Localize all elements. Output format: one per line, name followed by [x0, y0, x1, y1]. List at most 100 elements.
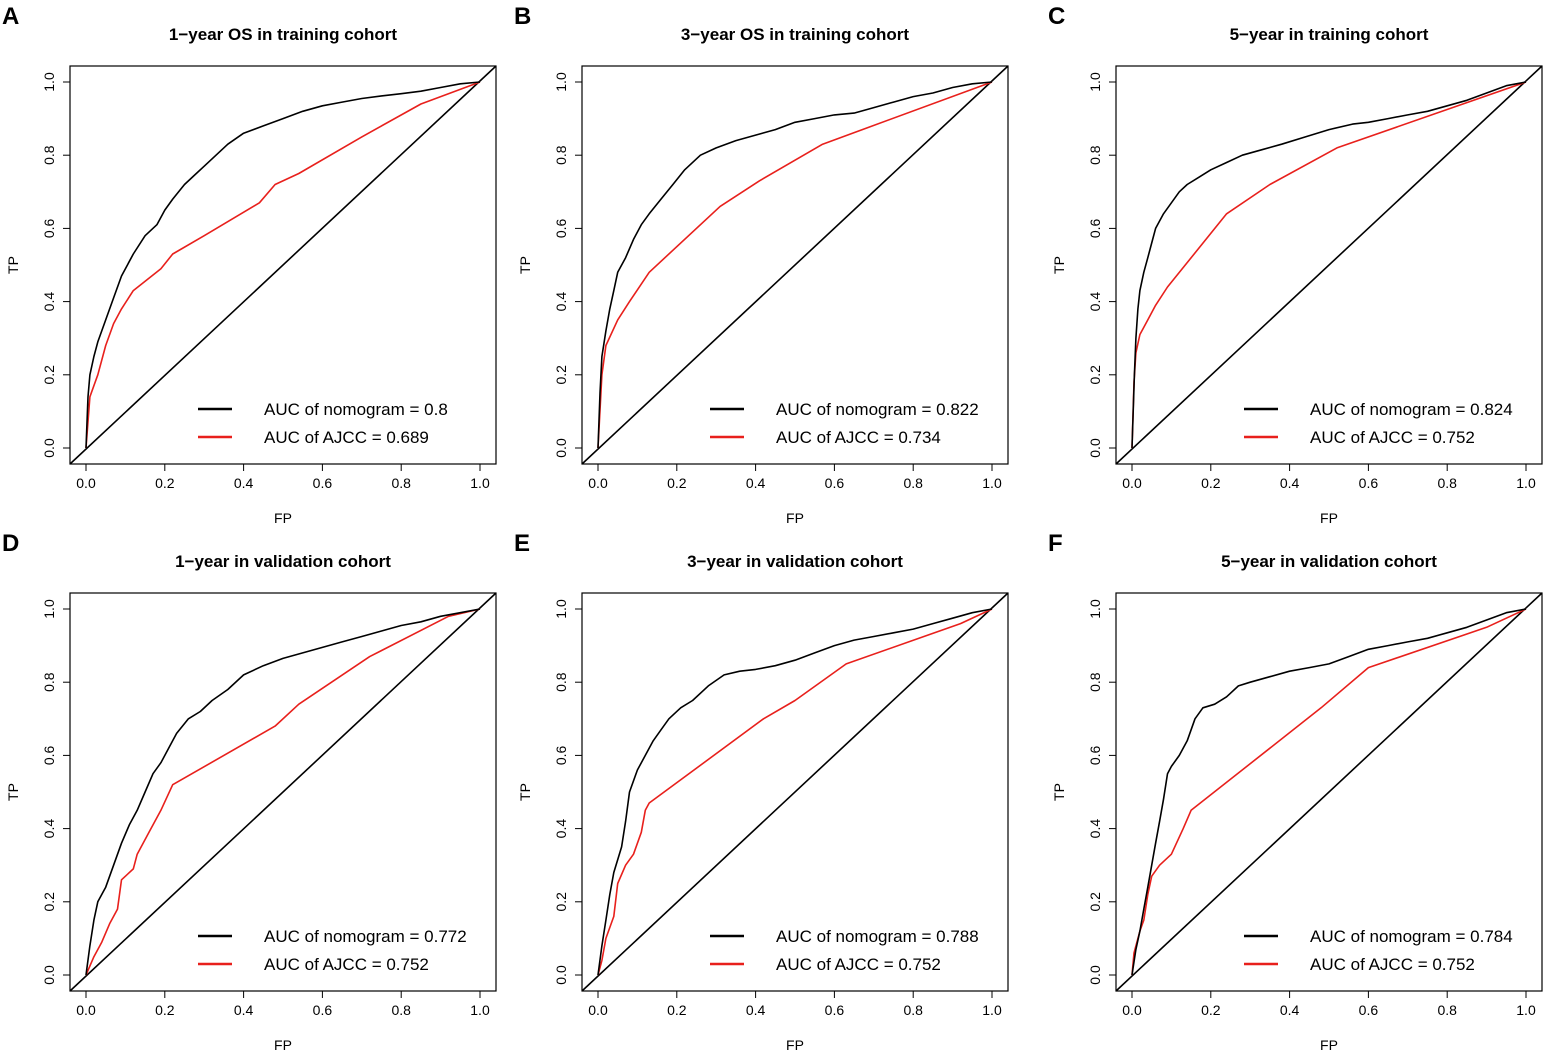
reference-diagonal: [581, 65, 1009, 465]
x-tick-label: 0.2: [155, 475, 175, 491]
x-tick-label: 0.4: [746, 475, 766, 491]
panel-title: 5−year in training cohort: [1230, 25, 1429, 44]
x-tick-label: 0.0: [588, 1002, 608, 1018]
y-tick-label: 1.0: [41, 72, 57, 92]
y-tick-label: 0.6: [553, 218, 569, 238]
reference-diagonal: [69, 65, 497, 465]
y-tick-label: 0.0: [1087, 438, 1103, 458]
x-tick-label: 1.0: [982, 475, 1002, 491]
x-axis-label: FP: [274, 1037, 292, 1053]
y-axis-label: TP: [5, 783, 21, 801]
reference-diagonal: [581, 592, 1009, 992]
y-tick-label: 0.8: [41, 145, 57, 165]
y-tick-label: 0.8: [553, 145, 569, 165]
legend-entry-nomogram: AUC of nomogram = 0.784: [1310, 927, 1513, 946]
x-tick-label: 0.4: [234, 475, 254, 491]
chart-panel-e: E 3−year in validation cohort 0.0 0.2 0.4 0.6…: [514, 530, 1009, 1053]
y-tick-label: 0.2: [41, 892, 57, 912]
chart-panel-a: A 1−year OS in training cohort 0.0 0.2 0.4 0.…: [2, 3, 497, 526]
x-tick-label: 0.2: [1201, 475, 1221, 491]
x-tick-label: 0.2: [1201, 1002, 1221, 1018]
series-line-nomogram: [597, 608, 993, 976]
x-tick-label: 0.4: [1280, 1002, 1300, 1018]
y-tick-label: 0.8: [41, 672, 57, 692]
y-tick-label: 0.4: [41, 819, 57, 839]
x-tick-label: 1.0: [1516, 475, 1536, 491]
y-tick-label: 1.0: [553, 72, 569, 92]
y-tick-label: 0.6: [553, 745, 569, 765]
series-line-ajcc: [597, 81, 993, 449]
y-tick-label: 1.0: [41, 599, 57, 619]
x-tick-label: 0.8: [903, 475, 923, 491]
panel-letter: B: [514, 3, 531, 30]
series-line-ajcc: [597, 608, 993, 976]
x-tick-label: 0.0: [1122, 475, 1142, 491]
series-line-nomogram: [1131, 81, 1527, 449]
panel-title: 3−year OS in training cohort: [681, 25, 909, 44]
legend-entry-ajcc: AUC of AJCC = 0.734: [776, 428, 941, 447]
x-tick-label: 0.8: [391, 1002, 411, 1018]
y-tick-label: 0.8: [553, 672, 569, 692]
series-line-nomogram: [597, 81, 993, 449]
x-tick-label: 0.0: [1122, 1002, 1142, 1018]
x-tick-label: 1.0: [470, 1002, 490, 1018]
chart-panel-c: C 5−year in training cohort 0.0 0.2 0.4 0.6 0.…: [1048, 3, 1543, 526]
x-tick-label: 0.6: [1359, 475, 1379, 491]
series-line-ajcc: [85, 81, 481, 449]
y-tick-label: 0.4: [553, 292, 569, 312]
y-axis-label: TP: [517, 256, 533, 274]
panel-title: 1−year OS in training cohort: [169, 25, 397, 44]
x-tick-label: 0.6: [313, 1002, 333, 1018]
x-tick-label: 0.2: [667, 475, 687, 491]
y-tick-label: 0.2: [41, 365, 57, 385]
x-tick-label: 0.0: [588, 475, 608, 491]
x-axis-label: FP: [274, 510, 292, 526]
x-axis-label: FP: [786, 1037, 804, 1053]
series-line-nomogram: [85, 81, 481, 449]
reference-diagonal: [69, 592, 497, 992]
x-tick-label: 0.4: [746, 1002, 766, 1018]
x-tick-label: 0.2: [155, 1002, 175, 1018]
y-tick-label: 1.0: [1087, 599, 1103, 619]
x-tick-label: 0.6: [313, 475, 333, 491]
y-tick-label: 0.4: [1087, 292, 1103, 312]
x-tick-label: 0.0: [76, 475, 96, 491]
x-tick-label: 0.8: [1437, 1002, 1457, 1018]
x-tick-label: 0.4: [1280, 475, 1300, 491]
legend-entry-nomogram: AUC of nomogram = 0.8: [264, 400, 448, 419]
y-tick-label: 0.6: [41, 218, 57, 238]
y-tick-label: 0.4: [41, 292, 57, 312]
chart-panel-f: F 5−year in validation cohort 0.0 0.2 0.4 0.6…: [1048, 530, 1543, 1053]
legend-entry-nomogram: AUC of nomogram = 0.772: [264, 927, 467, 946]
x-tick-label: 0.2: [667, 1002, 687, 1018]
x-tick-label: 0.8: [1437, 475, 1457, 491]
chart-panel-b: B 3−year OS in training cohort 0.0 0.2 0.4 0.…: [514, 3, 1009, 526]
legend-entry-ajcc: AUC of AJCC = 0.752: [1310, 428, 1475, 447]
x-tick-label: 1.0: [1516, 1002, 1536, 1018]
series-line-ajcc: [85, 608, 481, 976]
y-tick-label: 0.8: [1087, 145, 1103, 165]
chart-panel-d: D 1−year in validation cohort 0.0 0.2 0.4 0.6…: [2, 530, 497, 1053]
y-tick-label: 0.2: [1087, 892, 1103, 912]
series-line-nomogram: [85, 608, 481, 976]
y-tick-label: 0.4: [553, 819, 569, 839]
x-tick-label: 0.6: [1359, 1002, 1379, 1018]
legend-entry-nomogram: AUC of nomogram = 0.822: [776, 400, 979, 419]
y-axis-label: TP: [1051, 256, 1067, 274]
y-tick-label: 0.6: [41, 745, 57, 765]
x-tick-label: 0.0: [76, 1002, 96, 1018]
reference-diagonal: [1115, 65, 1543, 465]
y-tick-label: 0.2: [553, 365, 569, 385]
y-axis-label: TP: [1051, 783, 1067, 801]
x-tick-label: 1.0: [470, 475, 490, 491]
y-tick-label: 0.2: [553, 892, 569, 912]
x-tick-label: 0.6: [825, 1002, 845, 1018]
panel-letter: C: [1048, 3, 1065, 30]
panel-title: 3−year in validation cohort: [687, 552, 903, 571]
y-tick-label: 1.0: [553, 599, 569, 619]
x-tick-label: 1.0: [982, 1002, 1002, 1018]
panel-title: 5−year in validation cohort: [1221, 552, 1437, 571]
y-tick-label: 0.2: [1087, 365, 1103, 385]
panel-title: 1−year in validation cohort: [175, 552, 391, 571]
